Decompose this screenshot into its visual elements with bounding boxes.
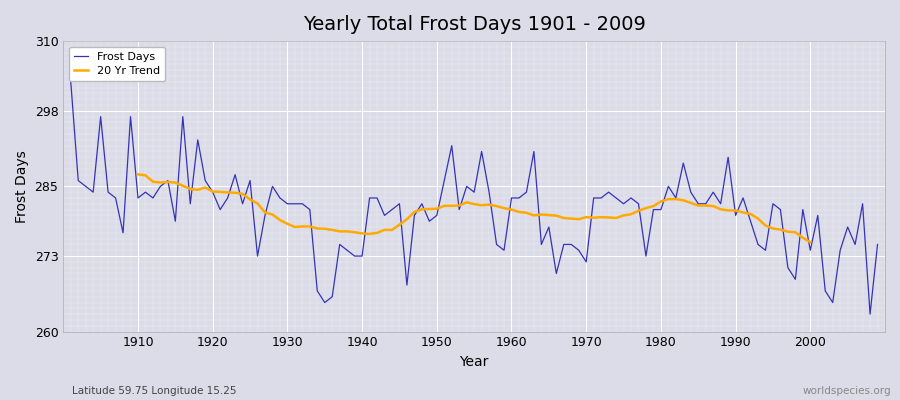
Frost Days <box>499 248 509 253</box>
X-axis label: Year: Year <box>460 355 489 369</box>
Text: Latitude 59.75 Longitude 15.25: Latitude 59.75 Longitude 15.25 <box>72 386 237 396</box>
Frost Days <box>290 201 301 206</box>
20 Yr Trend <box>700 203 711 208</box>
Frost Days <box>334 242 345 247</box>
Frost Days <box>66 79 77 84</box>
Frost Days <box>596 196 607 200</box>
20 Yr Trend <box>782 229 793 234</box>
20 Yr Trend <box>290 225 301 230</box>
Frost Days <box>872 242 883 247</box>
Frost Days <box>506 196 517 200</box>
20 Yr Trend <box>304 224 315 229</box>
Text: worldspecies.org: worldspecies.org <box>803 386 891 396</box>
20 Yr Trend <box>805 240 815 244</box>
Title: Yearly Total Frost Days 1901 - 2009: Yearly Total Frost Days 1901 - 2009 <box>302 15 645 34</box>
20 Yr Trend <box>790 230 801 235</box>
Frost Days <box>125 114 136 119</box>
Line: Frost Days: Frost Days <box>71 82 878 314</box>
Y-axis label: Frost Days: Frost Days <box>15 150 29 223</box>
Legend: Frost Days, 20 Yr Trend: Frost Days, 20 Yr Trend <box>68 47 166 81</box>
20 Yr Trend <box>132 172 143 177</box>
Frost Days <box>865 312 876 316</box>
Line: 20 Yr Trend: 20 Yr Trend <box>138 174 810 242</box>
20 Yr Trend <box>215 190 226 194</box>
